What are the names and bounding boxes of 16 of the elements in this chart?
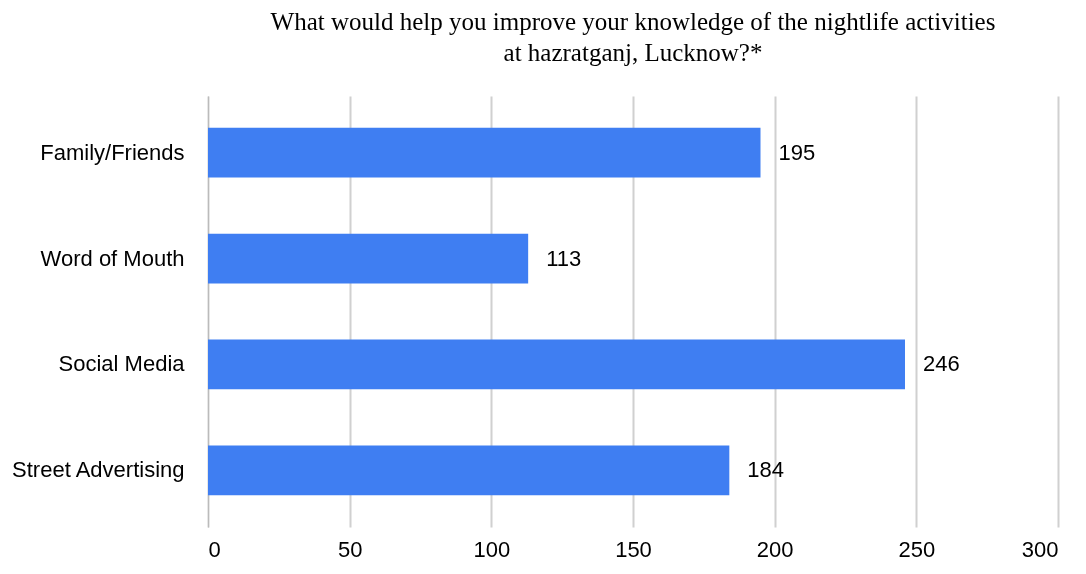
y-tick-label: Social Media	[58, 351, 186, 377]
y-tick-label: Family/Friends	[40, 139, 185, 165]
y-tick-label: Street Advertising	[12, 457, 185, 483]
y-tick-label: Word of Mouth	[40, 245, 185, 271]
x-tick-label: 0	[208, 536, 221, 562]
data-label: 184	[747, 457, 785, 483]
data-label: 113	[546, 245, 582, 271]
chart-title: What would help you improve your knowledge of the nightlife activities at hazratganj, Lucknow?*	[270, 8, 996, 66]
data-label: 195	[778, 139, 816, 165]
x-tick-label: 300	[1021, 536, 1059, 562]
x-tick-label: 250	[898, 536, 936, 562]
x-tick-label: 100	[473, 536, 511, 562]
x-tick-label: 150	[615, 536, 652, 562]
data-label: 246	[923, 351, 960, 377]
x-tick-label: 50	[337, 536, 363, 562]
x-tick-label: 200	[756, 536, 794, 562]
